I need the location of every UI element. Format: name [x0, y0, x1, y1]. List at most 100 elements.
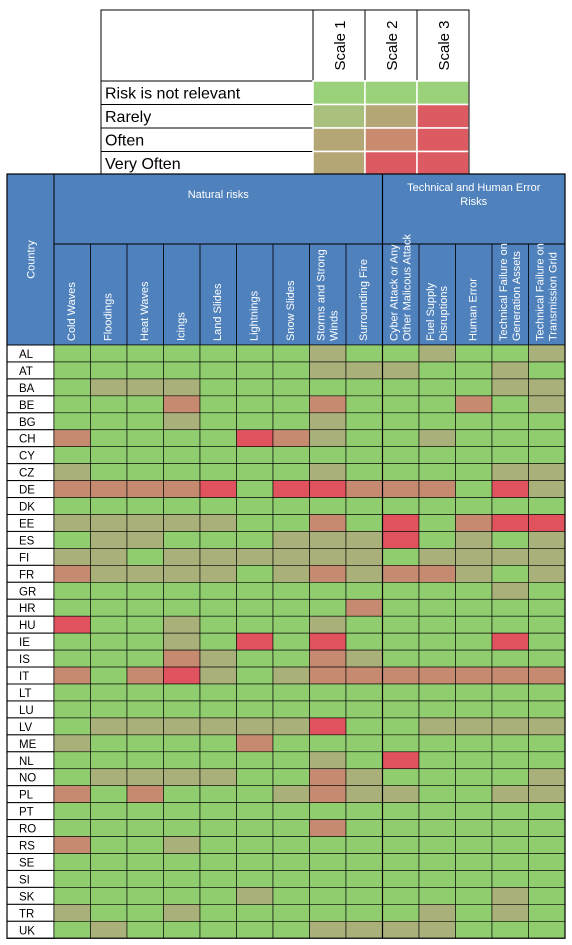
risk-cell: [236, 446, 274, 464]
risk-cell: [382, 497, 420, 515]
country-code: UK: [19, 925, 35, 937]
risk-cell: [90, 514, 128, 532]
risk-cell: [53, 785, 91, 803]
risk-cell: [382, 836, 420, 854]
risk-cell: [309, 734, 347, 753]
risk-cell: [345, 632, 383, 651]
risk-cell: [126, 531, 164, 549]
risk-cell: [90, 666, 128, 685]
risk-cell: [53, 700, 91, 719]
risk-cell: [272, 395, 310, 414]
risk-cell: [455, 853, 493, 871]
risk-cell: [163, 887, 201, 905]
country-code: LU: [19, 705, 34, 717]
risk-cell: [199, 412, 237, 431]
risk-cell: [382, 870, 420, 888]
risk-cell: [126, 581, 164, 600]
risk-cell: [491, 768, 529, 787]
risk-cell: [528, 344, 566, 363]
risk-cell: [126, 548, 164, 566]
risk-cell: [491, 548, 529, 566]
country-code: GR: [19, 586, 36, 598]
country-code: CY: [19, 451, 35, 463]
risk-cell: [126, 734, 164, 753]
risk-cell: [163, 802, 201, 820]
risk-cell: [163, 870, 201, 888]
risk-cell: [455, 497, 493, 515]
risk-cell: [491, 870, 529, 888]
risk-cell: [90, 548, 128, 566]
risk-cell: [455, 429, 493, 448]
risk-cell: [163, 632, 201, 651]
risk-cell: [272, 904, 310, 922]
risk-cell: [199, 649, 237, 668]
risk-cell: [163, 344, 201, 363]
risk-cell: [418, 581, 456, 600]
risk-cell: [455, 734, 493, 753]
scale-label: Scale 1: [332, 20, 349, 70]
risk-cell: [53, 683, 91, 702]
country-code: TR: [19, 908, 34, 920]
country-cell: [6, 666, 55, 685]
risk-cell: [90, 836, 128, 854]
country-code: FI: [19, 552, 29, 564]
risk-cell: [418, 395, 456, 414]
country-code: SI: [19, 874, 30, 886]
risk-cell: [53, 598, 91, 617]
risk-cell: [199, 615, 237, 634]
risk-cell: [309, 615, 347, 634]
risk-cell: [345, 378, 383, 397]
risk-cell: [163, 615, 201, 634]
risk-cell: [236, 429, 274, 448]
risk-cell: [309, 598, 347, 617]
country-code: RS: [19, 841, 35, 853]
risk-cell: [236, 463, 274, 481]
risk-cell: [163, 497, 201, 515]
risk-cell: [272, 887, 310, 905]
column-header-label: Icings: [176, 312, 188, 341]
risk-cell: [455, 581, 493, 600]
risk-cell: [236, 649, 274, 668]
risk-cell: [491, 446, 529, 464]
risk-cell: [126, 344, 164, 363]
risk-cell: [345, 887, 383, 905]
risk-cell: [236, 548, 274, 566]
risk-cell: [491, 598, 529, 617]
risk-cell: [163, 548, 201, 566]
risk-cell: [272, 836, 310, 854]
risk-cell: [236, 565, 274, 583]
scale-label: Scale 2: [384, 20, 401, 70]
risk-cell: [163, 683, 201, 702]
risk-cell: [491, 412, 529, 431]
risk-cell: [126, 819, 164, 837]
risk-cell: [236, 717, 274, 736]
risk-cell: [309, 870, 347, 888]
risk-cell: [90, 819, 128, 837]
country-code: HU: [19, 620, 36, 632]
risk-cell: [345, 717, 383, 736]
risk-cell: [528, 666, 566, 685]
risk-cell: [90, 683, 128, 702]
risk-cell: [90, 802, 128, 820]
country-code: IS: [19, 654, 30, 666]
risk-cell: [236, 768, 274, 787]
country-code: NL: [19, 756, 34, 768]
risk-cell: [491, 920, 529, 939]
risk-cell: [199, 785, 237, 803]
column-header-label: Snow Slides: [285, 280, 297, 341]
risk-cell: [455, 615, 493, 634]
risk-cell: [53, 751, 91, 770]
risk-cell: [272, 548, 310, 566]
risk-cell: [345, 683, 383, 702]
risk-cell: [272, 734, 310, 753]
risk-cell: [126, 598, 164, 617]
risk-cell: [272, 768, 310, 787]
risk-cell: [418, 344, 456, 363]
risk-cell: [163, 836, 201, 854]
risk-cell: [345, 412, 383, 431]
risk-cell: [455, 565, 493, 583]
column-header-label: Cold Waves: [66, 282, 78, 341]
risk-cell: [418, 836, 456, 854]
risk-cell: [418, 920, 456, 939]
risk-cell: [272, 802, 310, 820]
